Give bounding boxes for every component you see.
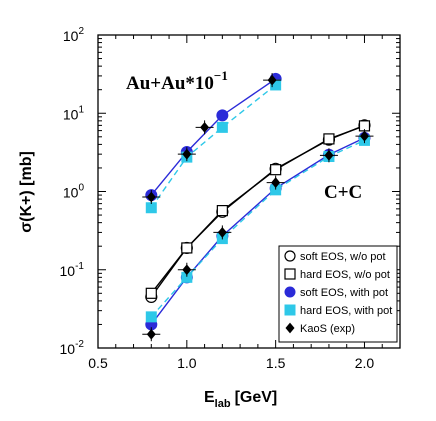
- series-4-point: [146, 328, 156, 340]
- legend-marker: [284, 268, 296, 280]
- legend-marker: [285, 322, 295, 334]
- legend-items: soft EOS, w/o pot hard EOS, w/o pot soft E…: [284, 250, 392, 335]
- legend-marker: [284, 250, 296, 262]
- x-tick-label: 2.0: [355, 355, 375, 371]
- annotation-auau: Au+Au*10−1: [126, 68, 228, 94]
- y-tick-label: 101: [63, 104, 85, 122]
- legend-label: hard EOS, w/o pot: [300, 269, 390, 281]
- y-tick-label: 10-2: [60, 339, 85, 357]
- series-4-point: [359, 130, 369, 142]
- series-7-point: [267, 74, 277, 86]
- legend-box: [278, 245, 398, 343]
- lines-layer: [150, 78, 365, 325]
- y-tick-label: 10-1: [60, 261, 85, 279]
- legend-label: soft EOS, with pot: [300, 287, 388, 299]
- series-1-point: [323, 133, 335, 145]
- x-tick-label: 0.5: [88, 355, 108, 371]
- x-axis-title: Elab [GeV]: [204, 389, 277, 410]
- series-1-line: [150, 125, 365, 294]
- series-1-point: [145, 287, 157, 299]
- series-4-point: [182, 264, 192, 276]
- ticks-layer: 0.5 1.0 1.5 2.0 10-2 10-1 100 101 102: [60, 26, 400, 371]
- x-tick-label: 1.0: [177, 355, 197, 371]
- legend-label: soft EOS, w/o pot: [300, 251, 386, 263]
- series-7-point: [182, 148, 192, 160]
- series-5-point: [216, 109, 229, 122]
- legend-label: hard EOS, with pot: [300, 305, 392, 317]
- series-2-line: [150, 137, 365, 325]
- series-3-line: [150, 139, 365, 318]
- markers-layer: [142, 72, 374, 342]
- annotation-cc: C+C: [324, 182, 362, 203]
- series-6-point: [216, 121, 228, 133]
- series-1-point: [181, 242, 193, 254]
- series-1-point: [216, 205, 228, 217]
- x-tick-label: 1.5: [266, 355, 286, 371]
- series-4-point: [217, 227, 227, 238]
- legend: soft EOS, w/o pot hard EOS, w/o pot soft E…: [278, 245, 398, 343]
- series-7-point: [200, 121, 210, 133]
- legend-label: KaoS (exp): [300, 323, 355, 335]
- y-tick-label: 102: [63, 26, 85, 44]
- legend-marker: [284, 304, 296, 316]
- series-4-point: [324, 149, 334, 161]
- series-7-point: [146, 191, 156, 203]
- y-tick-label: 100: [63, 183, 85, 201]
- legend-marker: [284, 286, 296, 298]
- series-6-point: [145, 202, 157, 214]
- series-1-point: [270, 164, 282, 176]
- series-3-point: [145, 311, 157, 323]
- series-6-line: [150, 84, 277, 209]
- y-axis-title: σ(K+) [mb]: [18, 151, 35, 233]
- series-4-point: [271, 177, 281, 188]
